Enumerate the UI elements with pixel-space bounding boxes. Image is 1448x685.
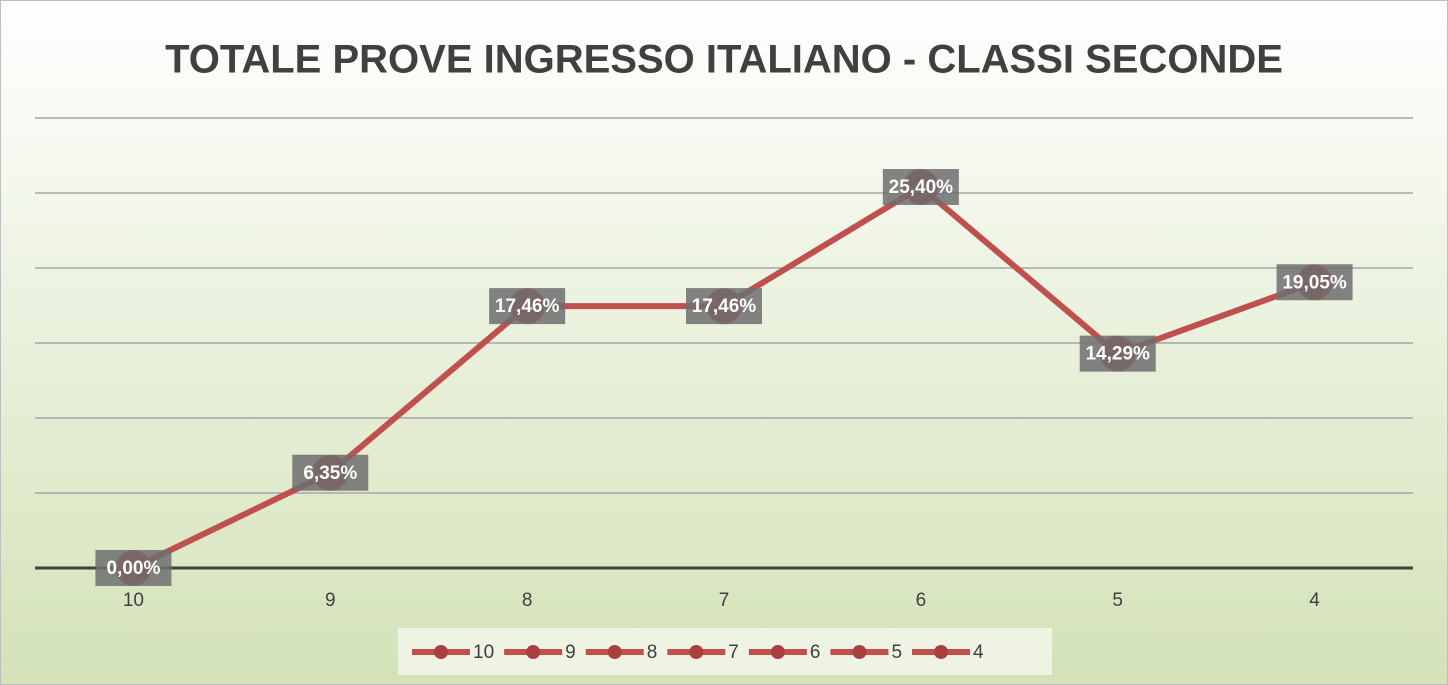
data-label: 6,35% [303, 463, 357, 484]
legend-marker [526, 645, 541, 659]
x-tick-label: 10 [123, 590, 144, 611]
data-label: 14,29% [1085, 344, 1150, 365]
legend-marker [934, 645, 949, 659]
data-label-box [686, 288, 762, 325]
data-label: 25,40% [889, 177, 954, 198]
data-label: 0,00% [106, 558, 160, 579]
x-tick-label: 7 [719, 590, 730, 611]
x-tick-label: 6 [916, 590, 927, 611]
legend-label: 8 [647, 642, 658, 663]
x-tick-label: 5 [1112, 590, 1123, 611]
legend-label: 9 [565, 642, 576, 663]
chart-title: TOTALE PROVE INGRESSO ITALIANO - CLASSI … [165, 38, 1283, 82]
data-label-box [1276, 264, 1353, 301]
data-label-box [1079, 335, 1156, 372]
legend-label: 6 [810, 642, 821, 663]
x-tick-label: 9 [325, 590, 336, 611]
legend-label: 4 [973, 642, 984, 663]
legend-label: 10 [473, 642, 494, 663]
data-label: 17,46% [692, 296, 757, 317]
legend-marker [689, 645, 704, 659]
data-label-box [882, 169, 959, 205]
x-tick-label: 8 [522, 590, 533, 611]
data-label-box [292, 454, 369, 491]
x-tick-label: 4 [1309, 590, 1320, 611]
legend-marker [434, 645, 448, 659]
data-label: 17,46% [495, 296, 560, 317]
legend-label: 5 [891, 642, 902, 663]
legend-marker [770, 645, 785, 659]
data-label-box [489, 288, 566, 325]
data-label-box [95, 550, 172, 586]
legend-marker [852, 645, 867, 659]
legend-label: 7 [728, 642, 739, 663]
legend-marker [607, 645, 622, 659]
data-label: 19,05% [1282, 272, 1347, 293]
